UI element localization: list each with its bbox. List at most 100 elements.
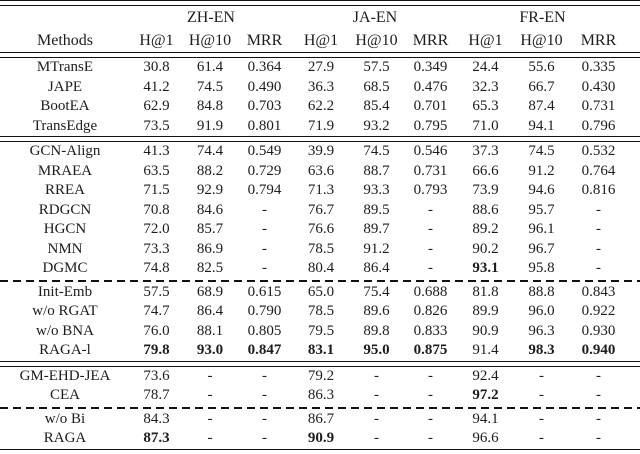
metric-header: MRR	[580, 32, 617, 49]
metric-value: -	[262, 387, 267, 404]
metric-value: 96.0	[528, 303, 555, 320]
metric-value: 0.922	[581, 303, 616, 320]
metric-value: 93.1	[472, 260, 499, 277]
metric-value: -	[207, 387, 213, 404]
table-row: CEA 78.7 - - 86.3 - - 97.2 - -	[0, 386, 640, 406]
metric-value: 89.9	[472, 303, 499, 320]
group-header-zh-en: ZH-EN	[187, 9, 235, 26]
metric-value: 86.4	[363, 260, 390, 277]
metric-value: 0.796	[581, 117, 616, 134]
table-row: w/o Bi 84.3 - - 86.7 - - 94.1 - -	[0, 410, 640, 430]
metric-value: 0.731	[581, 98, 616, 115]
double-divider	[0, 448, 640, 454]
metric-header: H@1	[303, 32, 339, 49]
metric-value: 0.940	[581, 342, 616, 359]
metric-value: 27.9	[307, 59, 335, 76]
metric-value: 0.731	[413, 162, 448, 179]
metric-value: 81.8	[472, 283, 499, 300]
metric-value: 94.1	[528, 117, 555, 134]
metric-value: 74.7	[143, 303, 170, 320]
metric-value: -	[262, 240, 267, 257]
metric-value: 0.794	[247, 182, 282, 199]
table-row: DGMC 74.8 82.5 - 80.4 86.4 - 93.1 95.8 -	[0, 259, 640, 279]
metric-value: 0.816	[581, 182, 616, 199]
metric-value: 0.793	[413, 182, 448, 199]
top-rule	[0, 0, 640, 6]
metric-value: 83.1	[307, 342, 335, 359]
metric-value: -	[374, 410, 379, 427]
metric-value: 74.5	[363, 143, 390, 160]
metric-value: 0.833	[413, 322, 448, 339]
metric-value: -	[374, 430, 379, 447]
metric-value: 86.7	[307, 410, 335, 427]
table-row: HGCN 72.0 85.7 - 76.6 89.7 - 89.2 96.1 -	[0, 220, 640, 240]
metric-value: 94.6	[528, 182, 555, 199]
metric-value: 0.843	[581, 283, 616, 300]
table-row: w/o RGAT 74.7 86.4 0.790 78.5 89.6 0.826 89.9 96…	[0, 302, 640, 322]
metric-value: 0.795	[413, 117, 448, 134]
metric-value: 91.2	[363, 240, 390, 257]
metric-value: 72.0	[143, 221, 170, 238]
metric-value: -	[596, 367, 601, 384]
metric-value: -	[428, 430, 433, 447]
metric-value: 73.9	[472, 182, 499, 199]
metric-value: 0.790	[247, 303, 282, 320]
metric-value: 65.0	[307, 283, 335, 300]
metric-value: 71.3	[307, 182, 335, 199]
metric-value: 88.6	[472, 201, 499, 218]
metric-value: 66.6	[472, 162, 499, 179]
table-row: BootEA 62.9 84.8 0.703 62.2 85.4 0.701 65.3 87.4…	[0, 97, 640, 117]
metric-value: 89.2	[472, 221, 499, 238]
double-divider	[0, 136, 640, 142]
metric-value: 24.4	[472, 59, 499, 76]
metric-value: -	[428, 410, 433, 427]
method-name: JAPE	[47, 78, 83, 95]
table-row: JAPE 41.2 74.5 0.490 36.3 68.5 0.476 32.3 66.7 0.…	[0, 78, 640, 98]
method-name: BootEA	[40, 98, 90, 115]
metric-value: 78.7	[143, 387, 170, 404]
metric-value: 0.549	[247, 143, 282, 160]
metric-value: 62.2	[307, 98, 335, 115]
method-name: Init-Emb	[37, 283, 93, 300]
metric-value: 84.3	[143, 410, 170, 427]
metric-value: 74.4	[196, 143, 224, 160]
metric-value: 76.0	[143, 322, 170, 339]
metric-value: 90.9	[472, 322, 499, 339]
metric-value: -	[207, 367, 213, 384]
group-header-fr-en: FR-EN	[519, 9, 566, 26]
metric-value: 0.729	[247, 162, 282, 179]
method-name: RREA	[44, 182, 85, 199]
metric-value: 0.546	[413, 143, 448, 160]
metric-value: 0.764	[581, 162, 616, 179]
metric-value: 0.349	[413, 59, 448, 76]
column-header-row: Methods H@1 H@10 MRR H@1 H@10 MRR H@1 H@…	[0, 30, 640, 52]
table-row: GM-EHD-JEA 73.6 - - 79.2 - - 92.4 - -	[0, 367, 640, 387]
metric-value: -	[539, 430, 544, 447]
metric-value: 0.875	[413, 342, 448, 359]
metric-value: 88.2	[196, 162, 224, 179]
metric-value: 89.5	[363, 201, 390, 218]
metric-value: 0.805	[247, 322, 282, 339]
metric-header: H@10	[520, 32, 563, 49]
table-row: RAGA-l 79.8 93.0 0.847 83.1 95.0 0.875 91.4 98.3…	[0, 341, 640, 361]
metric-value: 89.8	[363, 322, 390, 339]
metric-value: 90.9	[307, 430, 335, 447]
metric-value: 98.3	[528, 342, 555, 359]
metric-value: -	[596, 201, 601, 218]
metric-value: 90.2	[472, 240, 499, 257]
metric-value: 0.430	[581, 78, 616, 95]
metric-value: 84.8	[196, 98, 224, 115]
method-name: TransEdge	[32, 117, 98, 134]
method-name: CEA	[50, 387, 80, 404]
metric-value: 95.0	[363, 342, 390, 359]
metric-value: -	[262, 410, 267, 427]
metric-value: 79.8	[143, 342, 170, 359]
metric-header: H@10	[355, 32, 398, 49]
methods-header: Methods	[37, 32, 93, 49]
metric-value: 89.6	[363, 303, 390, 320]
metric-value: 30.8	[143, 59, 170, 76]
metric-value: -	[596, 221, 601, 238]
metric-value: 37.3	[472, 143, 499, 160]
metric-value: -	[374, 387, 379, 404]
